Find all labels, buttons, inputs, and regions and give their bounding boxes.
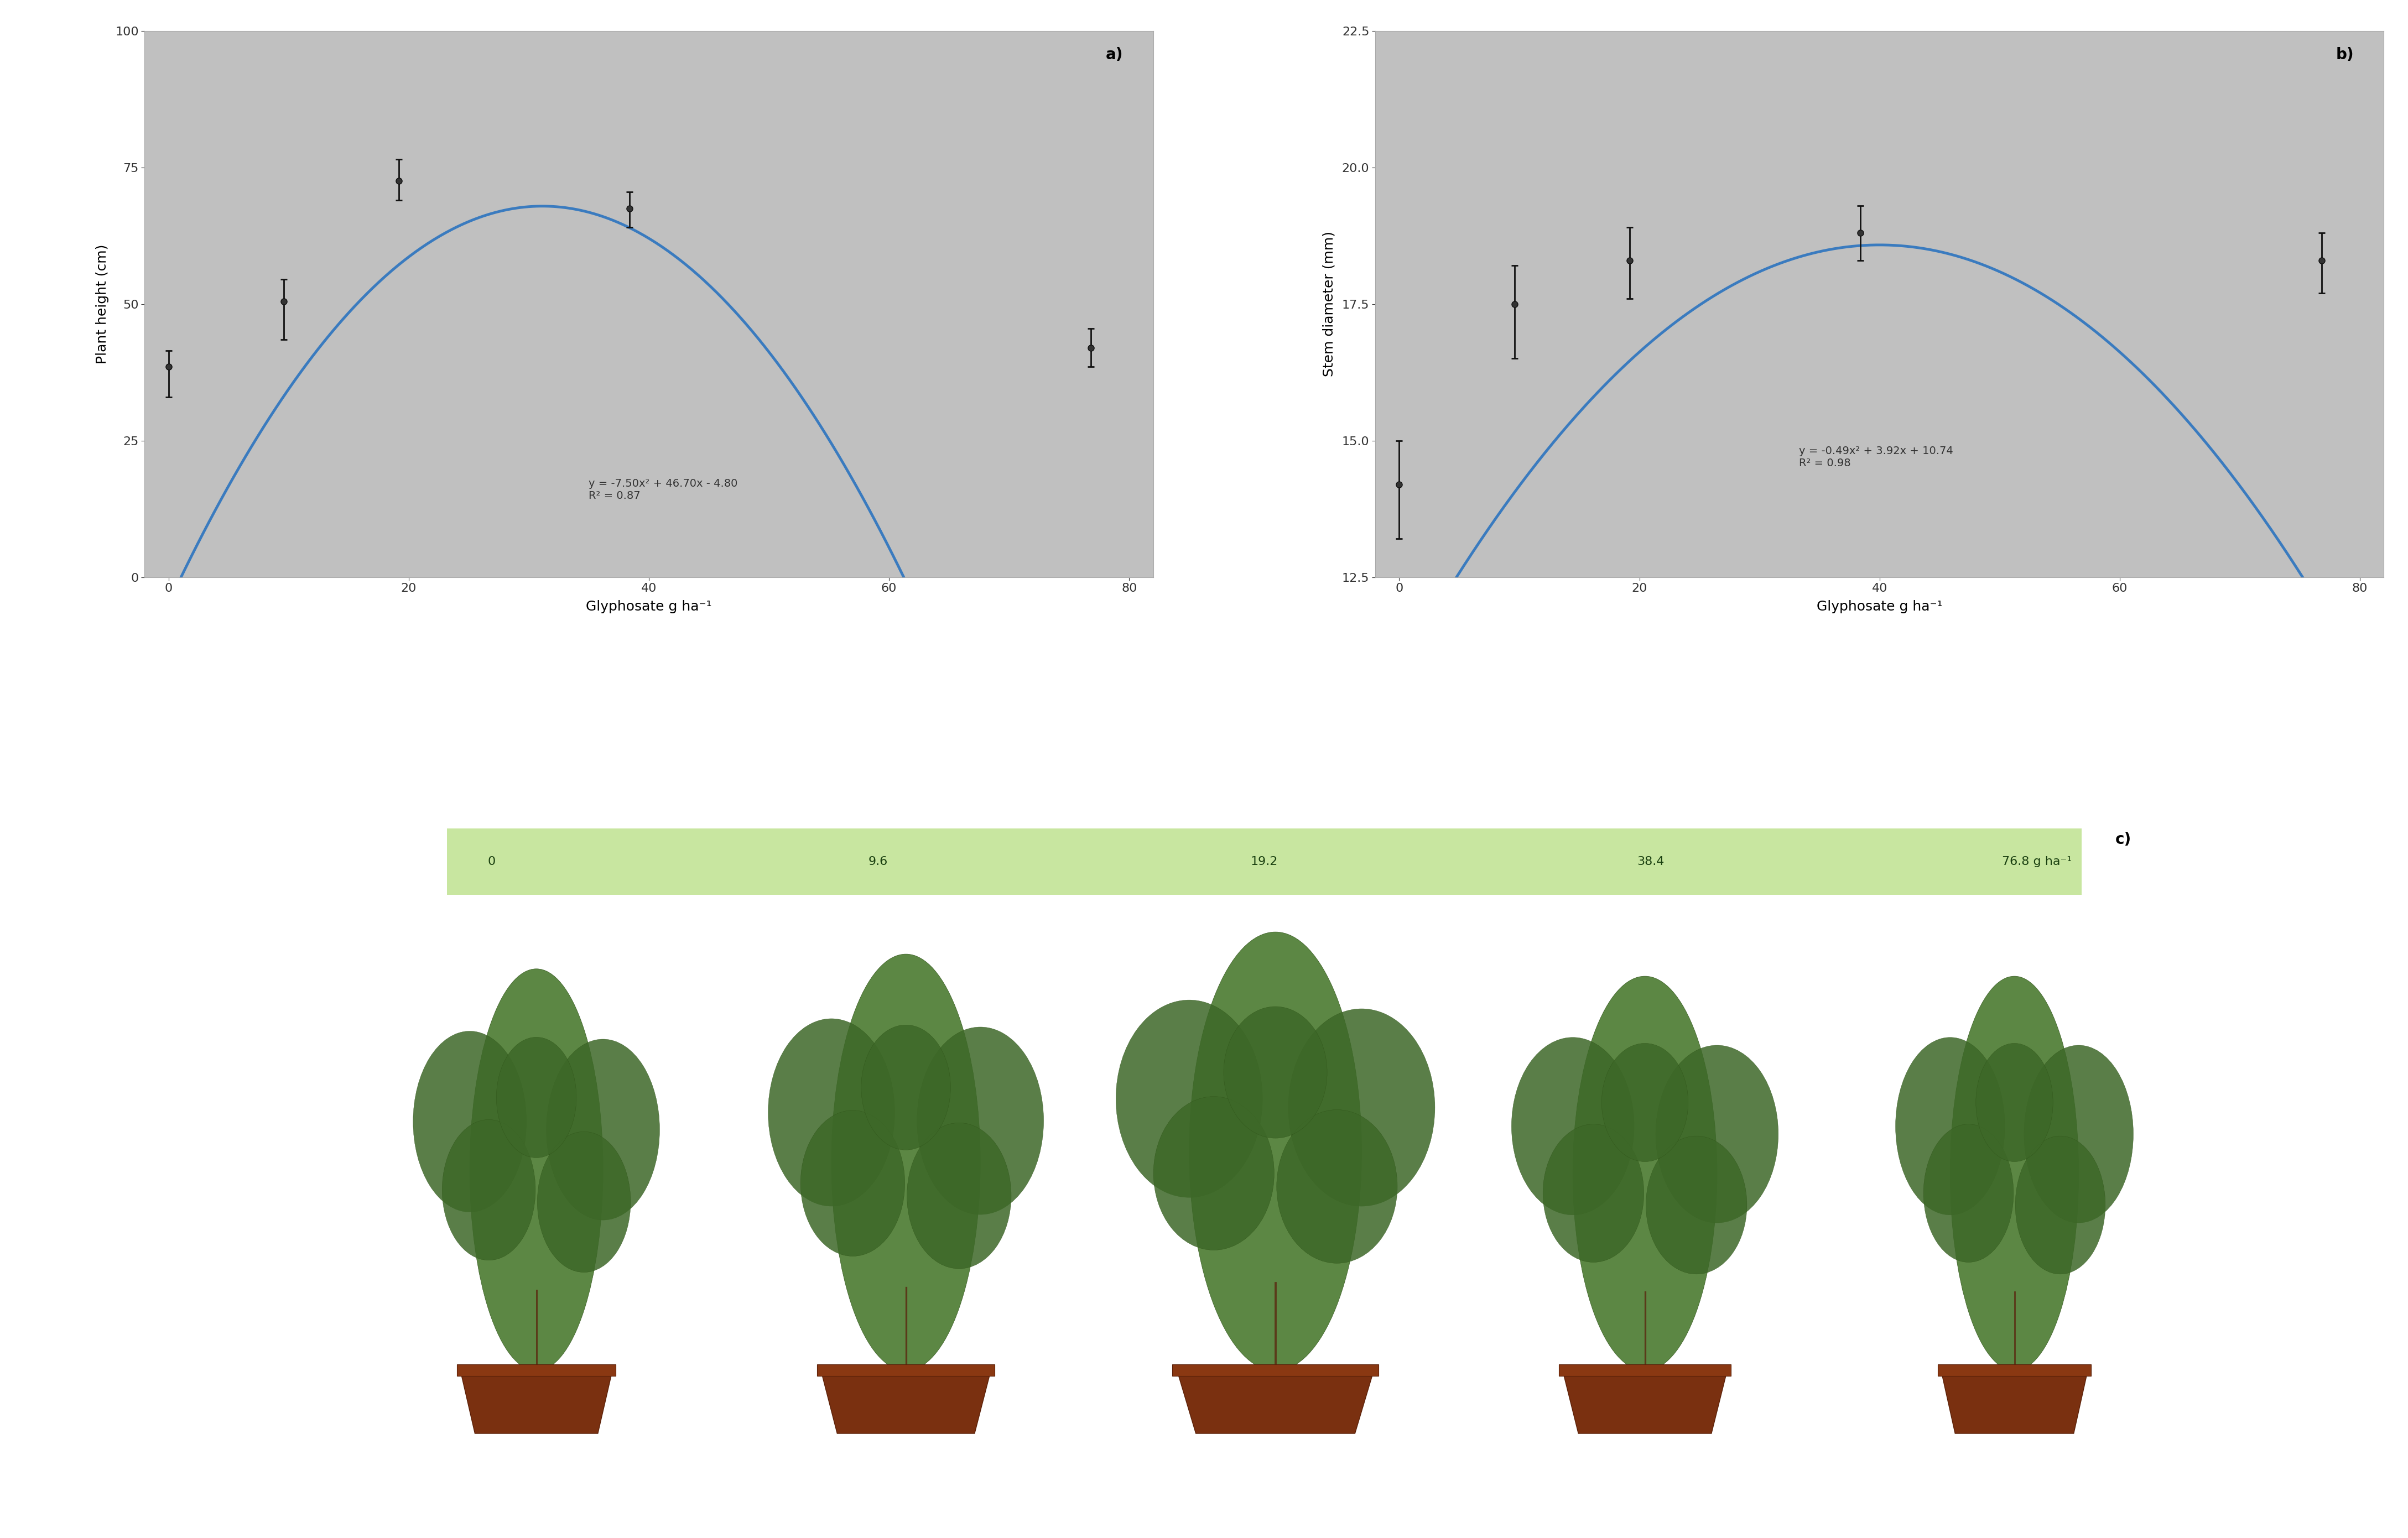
Text: 76.8 g ha⁻¹: 76.8 g ha⁻¹ <box>2001 857 2071 867</box>
Ellipse shape <box>1895 1037 2006 1215</box>
Ellipse shape <box>443 1120 535 1260</box>
Ellipse shape <box>768 1018 896 1206</box>
Y-axis label: Stem diameter (mm): Stem diameter (mm) <box>1322 231 1336 377</box>
Ellipse shape <box>1572 977 1717 1370</box>
Text: 38.4: 38.4 <box>1637 857 1664 867</box>
Ellipse shape <box>862 1024 951 1150</box>
Y-axis label: Plant height (cm): Plant height (cm) <box>96 245 108 365</box>
Ellipse shape <box>537 1132 631 1272</box>
Ellipse shape <box>1288 1009 1435 1206</box>
Polygon shape <box>821 1370 990 1433</box>
Bar <box>1938 1364 2090 1377</box>
Ellipse shape <box>1276 1110 1397 1263</box>
Ellipse shape <box>1657 1046 1780 1223</box>
Bar <box>1173 1364 1377 1377</box>
Ellipse shape <box>1647 1137 1746 1273</box>
Polygon shape <box>460 1370 612 1433</box>
Polygon shape <box>1563 1370 1727 1433</box>
Text: b): b) <box>2336 48 2353 63</box>
Ellipse shape <box>1977 1043 2054 1161</box>
Ellipse shape <box>1153 1097 1274 1250</box>
Bar <box>448 829 2081 895</box>
Bar <box>1558 1364 1731 1377</box>
X-axis label: Glyphosate g ha⁻¹: Glyphosate g ha⁻¹ <box>585 600 713 614</box>
Ellipse shape <box>908 1123 1011 1269</box>
Text: a): a) <box>1105 48 1122 63</box>
Ellipse shape <box>1223 1006 1327 1138</box>
Ellipse shape <box>2015 1137 2105 1273</box>
Ellipse shape <box>1544 1124 1645 1263</box>
Ellipse shape <box>1190 932 1361 1370</box>
Text: c): c) <box>2114 832 2131 847</box>
Text: 19.2: 19.2 <box>1250 857 1279 867</box>
Text: y = -7.50x² + 46.70x - 4.80
R² = 0.87: y = -7.50x² + 46.70x - 4.80 R² = 0.87 <box>588 478 737 501</box>
Bar <box>458 1364 616 1377</box>
Polygon shape <box>1941 1370 2088 1433</box>
Ellipse shape <box>470 969 602 1370</box>
Ellipse shape <box>1601 1043 1688 1161</box>
Text: 0: 0 <box>489 857 496 867</box>
Ellipse shape <box>1924 1124 2013 1263</box>
Ellipse shape <box>1950 977 2078 1370</box>
Ellipse shape <box>1115 1000 1262 1198</box>
Ellipse shape <box>496 1037 576 1158</box>
Ellipse shape <box>414 1030 527 1212</box>
Ellipse shape <box>799 1110 905 1257</box>
Ellipse shape <box>547 1040 660 1220</box>
Ellipse shape <box>2025 1046 2133 1223</box>
Text: y = -0.49x² + 3.92x + 10.74
R² = 0.98: y = -0.49x² + 3.92x + 10.74 R² = 0.98 <box>1799 446 1953 468</box>
Ellipse shape <box>831 954 980 1370</box>
X-axis label: Glyphosate g ha⁻¹: Glyphosate g ha⁻¹ <box>1816 600 1943 614</box>
Polygon shape <box>1178 1370 1373 1433</box>
Bar <box>816 1364 995 1377</box>
Text: 9.6: 9.6 <box>869 857 889 867</box>
Ellipse shape <box>1512 1037 1635 1215</box>
Ellipse shape <box>917 1027 1043 1215</box>
